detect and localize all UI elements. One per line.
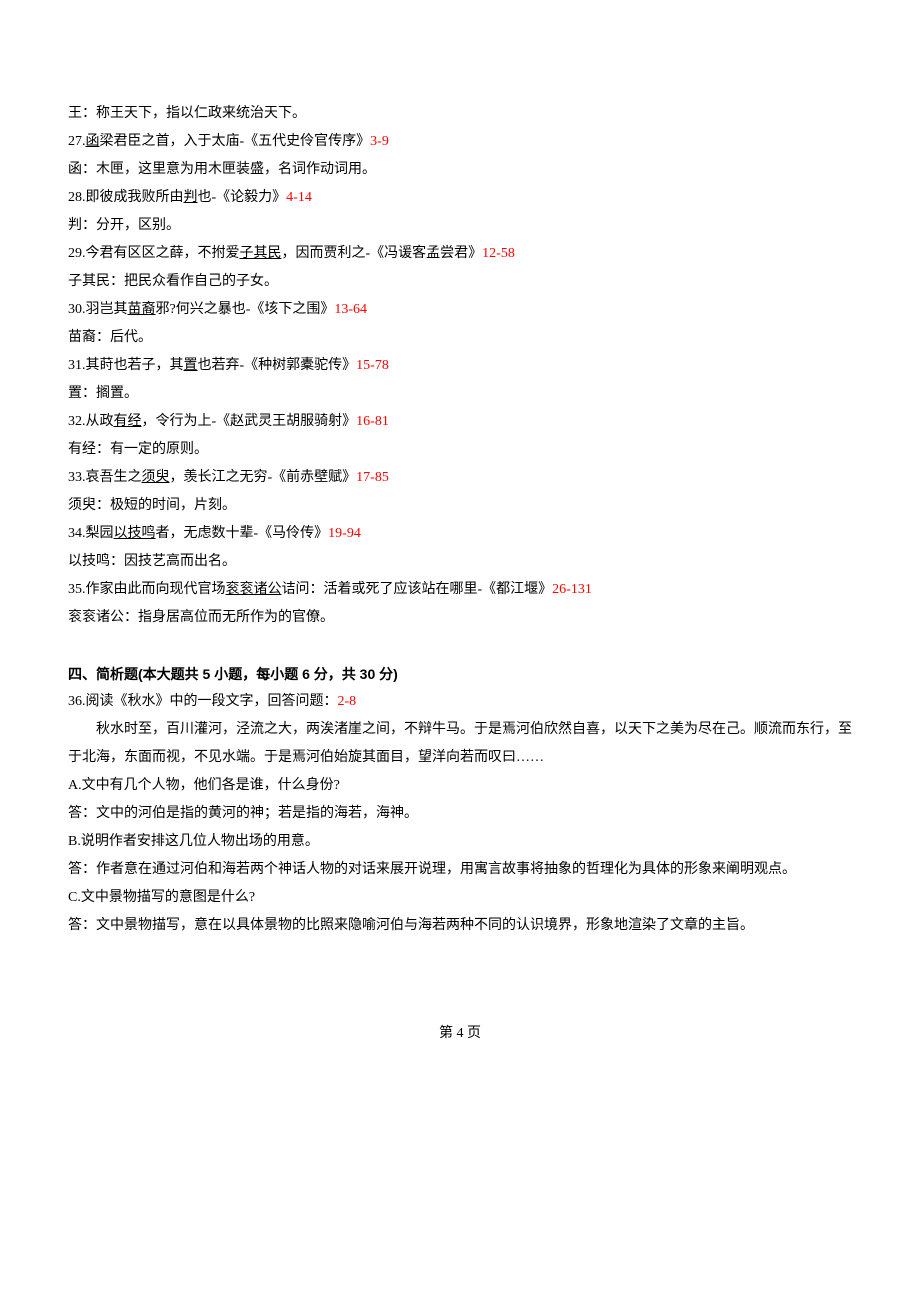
question-29: 29.今君有区区之薛，不拊爱子其民，因而贾利之-《冯谖客孟尝君》12-58 [68, 240, 852, 268]
text: 32.从政 [68, 414, 114, 429]
underlined-term: 须臾 [142, 470, 170, 485]
question-31: 31.其莳也若子，其置也若弃-《种树郭橐驼传》15-78 [68, 352, 852, 380]
text: 梁君臣之首，入于太庙-《五代史伶官传序》 [100, 134, 371, 149]
reference-number: 3-9 [370, 134, 389, 149]
question-36: 36.阅读《秋水》中的一段文字，回答问题：2-8 [68, 688, 852, 716]
underlined-term: 苗裔 [128, 302, 156, 317]
question-28: 28.即彼成我败所由判也-《论毅力》4-14 [68, 184, 852, 212]
answer-line: 衮衮诸公：指身居高位而无所作为的官僚。 [68, 604, 852, 632]
sub-question-b: B.说明作者安排这几位人物出场的用意。 [68, 828, 852, 856]
text: 30.羽岂其 [68, 302, 128, 317]
section-heading-4: 四、简析题(本大题共 5 小题，每小题 6 分，共 30 分) [68, 660, 852, 688]
underlined-term: 子其民 [240, 246, 282, 261]
sub-question-c: C.文中景物描写的意图是什么? [68, 884, 852, 912]
answer-line: 以技鸣：因技艺高而出名。 [68, 548, 852, 576]
sub-answer-c: 答：文中景物描写，意在以具体景物的比照来隐喻河伯与海若两种不同的认识境界，形象地… [68, 912, 852, 940]
question-33: 33.哀吾生之须臾，羡长江之无穷-《前赤壁赋》17-85 [68, 464, 852, 492]
text: 诘问：活着或死了应该站在哪里-《都江堰》 [282, 582, 553, 597]
text-line: 王：称王天下，指以仁政来统治天下。 [68, 100, 852, 128]
reference-number: 2-8 [338, 694, 357, 709]
text: 也若弃-《种树郭橐驼传》 [198, 358, 357, 373]
answer-line: 函：木匣，这里意为用木匣装盛，名词作动词用。 [68, 156, 852, 184]
text: 33.哀吾生之 [68, 470, 142, 485]
underlined-term: 有经 [114, 414, 142, 429]
text: 邪?何兴之暴也-《垓下之围》 [156, 302, 335, 317]
reference-number: 15-78 [356, 358, 389, 373]
underlined-term: 判 [184, 190, 198, 205]
text: ，令行为上-《赵武灵王胡服骑射》 [142, 414, 357, 429]
text: 者，无虑数十辈-《马伶传》 [156, 526, 329, 541]
text: 29.今君有区区之薛，不拊爱 [68, 246, 240, 261]
question-32: 32.从政有经，令行为上-《赵武灵王胡服骑射》16-81 [68, 408, 852, 436]
text: ，羡长江之无穷-《前赤壁赋》 [170, 470, 357, 485]
text: 36.阅读《秋水》中的一段文字，回答问题： [68, 694, 338, 709]
reference-number: 16-81 [356, 414, 389, 429]
answer-line: 判：分开，区别。 [68, 212, 852, 240]
reference-number: 26-131 [552, 582, 592, 597]
text: 31.其莳也若子，其 [68, 358, 184, 373]
text: 34.梨园 [68, 526, 114, 541]
underlined-term: 以技鸣 [114, 526, 156, 541]
answer-line: 置：搁置。 [68, 380, 852, 408]
passage-text: 秋水时至，百川灌河，泾流之大，两涘渚崖之间，不辩牛马。于是焉河伯欣然自喜，以天下… [68, 716, 852, 772]
reference-number: 4-14 [286, 190, 312, 205]
question-35: 35.作家由此而向现代官场衮衮诸公诘问：活着或死了应该站在哪里-《都江堰》26-… [68, 576, 852, 604]
reference-number: 12-58 [482, 246, 515, 261]
text: 27. [68, 134, 86, 149]
text: 35.作家由此而向现代官场 [68, 582, 226, 597]
sub-answer-a: 答：文中的河伯是指的黄河的神；若是指的海若，海神。 [68, 800, 852, 828]
reference-number: 17-85 [356, 470, 389, 485]
underlined-term: 置 [184, 358, 198, 373]
answer-line: 苗裔：后代。 [68, 324, 852, 352]
question-30: 30.羽岂其苗裔邪?何兴之暴也-《垓下之围》13-64 [68, 296, 852, 324]
answer-line: 须臾：极短的时间，片刻。 [68, 492, 852, 520]
question-27: 27.函梁君臣之首，入于太庙-《五代史伶官传序》3-9 [68, 128, 852, 156]
underlined-term: 衮衮诸公 [226, 582, 282, 597]
answer-line: 子其民：把民众看作自己的子女。 [68, 268, 852, 296]
text: ，因而贾利之-《冯谖客孟尝君》 [282, 246, 483, 261]
sub-answer-b: 答：作者意在通过河伯和海若两个神话人物的对话来展开说理，用寓言故事将抽象的哲理化… [68, 856, 852, 884]
reference-number: 19-94 [328, 526, 361, 541]
text: 也-《论毅力》 [198, 190, 287, 205]
sub-question-a: A.文中有几个人物，他们各是谁，什么身份? [68, 772, 852, 800]
page-number: 第 4 页 [68, 1020, 852, 1048]
text: 28.即彼成我败所由 [68, 190, 184, 205]
question-34: 34.梨园以技鸣者，无虑数十辈-《马伶传》19-94 [68, 520, 852, 548]
answer-line: 有经：有一定的原则。 [68, 436, 852, 464]
reference-number: 13-64 [334, 302, 367, 317]
underlined-term: 函 [86, 134, 100, 149]
